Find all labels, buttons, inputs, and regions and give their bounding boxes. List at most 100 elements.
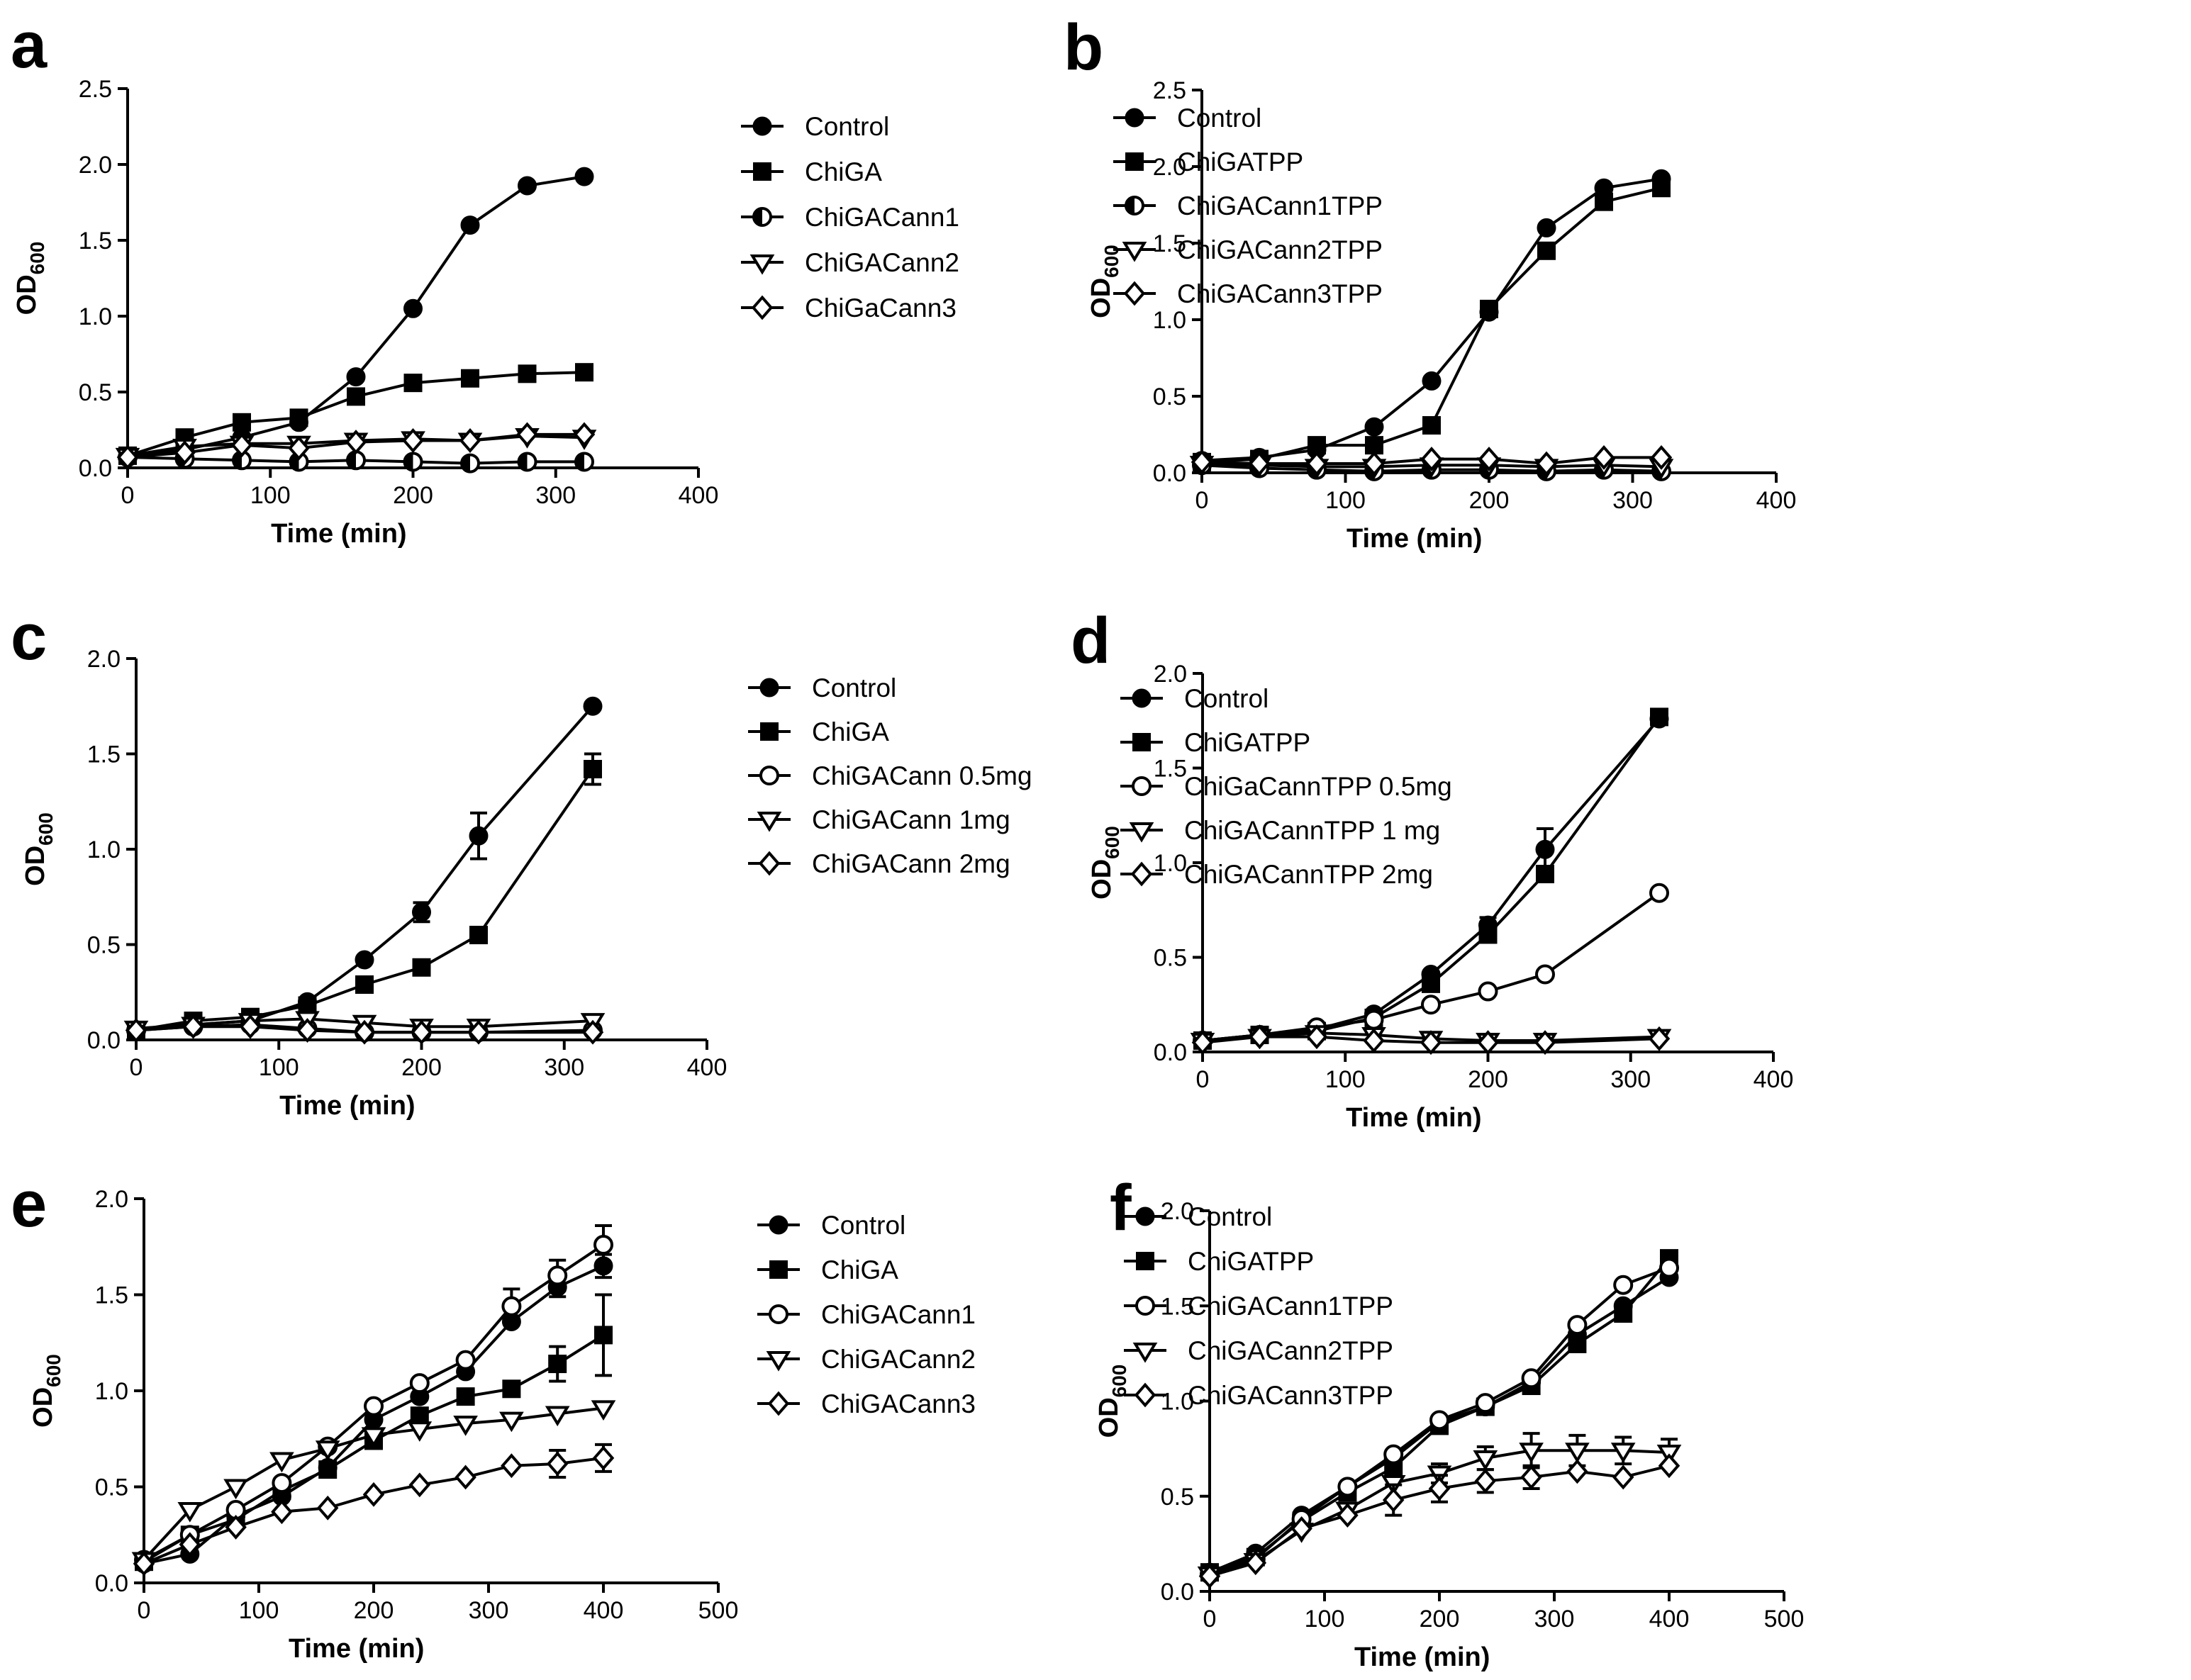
series-ChiGACann3TPP	[1198, 1453, 1680, 1589]
data-point	[272, 1473, 292, 1494]
data-point	[456, 1387, 475, 1406]
y-tick-label: 0.5	[1161, 1484, 1194, 1511]
data-point	[459, 428, 481, 453]
legend-label: ChiGACann3	[821, 1389, 976, 1418]
data-point	[403, 374, 423, 393]
data-point	[346, 367, 366, 387]
data-point	[1519, 1443, 1544, 1463]
legend-marker	[757, 812, 782, 832]
data-point	[315, 1440, 340, 1461]
x-axis-label: Time (min)	[1346, 1103, 1481, 1133]
y-tick-label: 1.5	[95, 1282, 128, 1309]
series-ChiGACann1	[134, 1223, 613, 1570]
legend-item: ChiGACannTPP 1 mg	[1120, 816, 1440, 845]
data-point	[583, 696, 603, 716]
legend-label: ChiGaCannTPP 0.5mg	[1184, 772, 1452, 801]
data-point	[574, 167, 594, 186]
series-ChiGACann2TPP	[1197, 1432, 1682, 1587]
y-tick-label: 0.5	[1154, 945, 1187, 972]
data-point	[1648, 1026, 1671, 1051]
data-point	[501, 1453, 523, 1479]
legend-item: Control	[741, 112, 889, 141]
legend-item: ChiGA	[741, 157, 882, 186]
data-point	[353, 1019, 376, 1045]
data-point	[355, 950, 374, 970]
series-ChiGACann3TPP	[1191, 444, 1673, 476]
legend-marker	[758, 851, 781, 876]
x-tick-label: 400	[679, 482, 719, 509]
y-axis-label-subscript: 600	[1108, 1365, 1130, 1398]
data-point	[592, 1445, 615, 1471]
y-axis-label-subscript: 600	[26, 242, 48, 275]
legend-label: ChiGACann2TPP	[1177, 235, 1383, 264]
panel-c: c 0 100 200 300 400 0.0 0.5 1.0 1.5 2.0 Time (min) O…	[11, 601, 1032, 1121]
legend-label: ChiGACann2	[805, 248, 959, 277]
y-tick-label: 0.0	[1161, 1579, 1194, 1606]
data-point	[411, 1019, 433, 1045]
y-tick-label: 1.5	[1154, 756, 1187, 783]
legend-marker	[1135, 1296, 1155, 1316]
y-tick-label: 2.0	[1161, 1198, 1194, 1225]
data-point	[125, 1018, 147, 1043]
x-tick-label: 300	[1610, 1066, 1651, 1093]
y-axis-label: OD600	[21, 812, 57, 886]
data-point	[584, 760, 602, 779]
x-axis-label: Time (min)	[279, 1091, 415, 1121]
data-point	[408, 1472, 431, 1498]
data-point	[1305, 1024, 1328, 1050]
legend-item: ChiGaCann3	[741, 293, 957, 323]
legend-label: ChiGACann1TPP	[1177, 191, 1383, 220]
legend-label: ChiGACann 0.5mg	[812, 761, 1032, 790]
legend-marker	[767, 1391, 790, 1416]
legend-item: Control	[1120, 684, 1269, 713]
x-tick-label: 400	[1756, 487, 1797, 514]
data-point	[116, 444, 139, 470]
data-point	[1610, 1443, 1636, 1463]
legend-item: ChiGACann3TPP	[1113, 279, 1383, 308]
legend-marker	[769, 1260, 788, 1279]
data-point	[518, 176, 537, 196]
legend-item: ChiGaCannTPP 0.5mg	[1120, 772, 1452, 801]
y-tick-label: 1.0	[95, 1378, 128, 1405]
data-point	[364, 1396, 384, 1416]
panel-b: b 0 100 200 300 400 0.0 0.5 1.0 1.5 2.0 2.5 Time (mi…	[1064, 11, 1796, 554]
y-tick-label: 2.0	[1153, 154, 1186, 181]
x-tick-label: 200	[401, 1054, 442, 1081]
data-point	[499, 1411, 524, 1433]
data-point	[1337, 1477, 1358, 1497]
data-point	[1649, 883, 1669, 903]
panel-letter: d	[1071, 605, 1110, 677]
data-point	[1365, 436, 1383, 455]
y-tick-label: 1.0	[79, 303, 112, 330]
data-point	[133, 1551, 155, 1577]
data-point	[1474, 1468, 1497, 1494]
legend-marker	[1135, 1206, 1155, 1226]
legend-item: ChiGACann1	[741, 203, 959, 232]
legend-marker	[1129, 822, 1154, 843]
series-ChiGACann 2mg	[125, 1014, 604, 1045]
x-tick-label: 400	[1754, 1066, 1794, 1093]
data-point	[1305, 451, 1328, 476]
data-point	[1191, 449, 1213, 475]
x-tick-label: 0	[138, 1597, 151, 1624]
data-point	[402, 428, 424, 453]
data-point	[179, 1532, 201, 1557]
data-point	[1478, 925, 1498, 944]
legend-label: ChiGACann2	[821, 1345, 976, 1374]
data-point	[1382, 1487, 1405, 1513]
legend-label: Control	[805, 112, 889, 141]
legend-label: ChiGATPP	[1184, 728, 1310, 757]
data-point	[575, 363, 593, 382]
legend-item: ChiGACann 1mg	[748, 805, 1010, 834]
x-tick-label: 300	[469, 1597, 509, 1624]
x-tick-label: 400	[1649, 1606, 1690, 1633]
data-point	[271, 1499, 293, 1525]
data-point	[573, 422, 596, 447]
data-point	[455, 1465, 476, 1490]
panel-e: e 0 100 200 300 400 500 0.0 0.5 1.0 1.5 2.0 Time (mi…	[11, 1168, 976, 1664]
x-tick-label: 100	[250, 482, 291, 509]
legend-label: ChiGATPP	[1177, 147, 1303, 177]
x-axis-label: Time (min)	[271, 519, 406, 549]
